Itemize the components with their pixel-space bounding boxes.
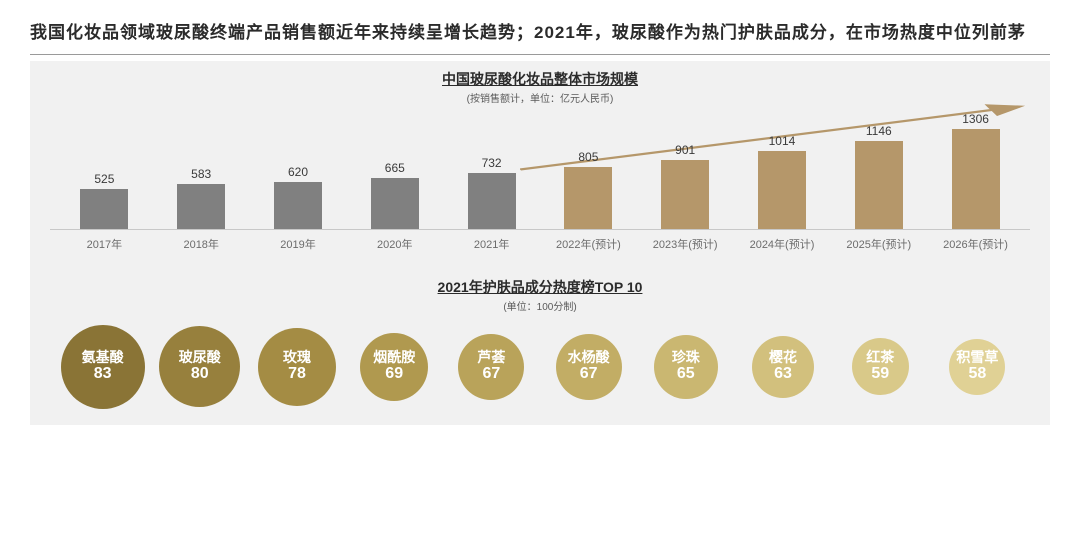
- chart1-bar-col: 665: [346, 161, 443, 229]
- chart2-bubble-wrap: 芦荟67: [443, 334, 540, 400]
- chart2-bubble-label: 积雪草: [956, 350, 998, 365]
- chart1-title: 中国玻尿酸化妆品整体市场规模: [50, 69, 1030, 89]
- headline-rule: [30, 54, 1050, 55]
- chart1-bar: [952, 129, 1000, 229]
- chart1-bar-value: 665: [385, 161, 405, 175]
- chart2-bubble-label: 烟酰胺: [373, 350, 415, 365]
- chart2-bubble-wrap: 樱花63: [734, 336, 831, 398]
- chart2-bubble-wrap: 氨基酸83: [54, 325, 151, 409]
- chart1-bar-value: 1306: [962, 112, 989, 126]
- chart2-bubble-value: 78: [288, 365, 306, 383]
- chart2-bubble-label: 氨基酸: [82, 350, 124, 365]
- chart2-bubble-wrap: 玻尿酸80: [151, 326, 248, 407]
- chart1-bar-col: 1146: [830, 124, 927, 229]
- chart2-bubble-label: 樱花: [769, 350, 797, 365]
- chart2-bubble-wrap: 水杨酸67: [540, 334, 637, 400]
- chart1-bar-value: 901: [675, 143, 695, 157]
- chart2-title-wrap: 2021年护肤品成分热度榜TOP 10 (单位：100分制): [50, 277, 1030, 313]
- chart1-bar-col: 525: [56, 172, 153, 229]
- chart1-bar-col: 901: [637, 143, 734, 229]
- chart2-bubbles-row: 氨基酸83玻尿酸80玫瑰78烟酰胺69芦荟67水杨酸67珍珠65樱花63红茶59…: [50, 313, 1030, 413]
- chart1-bar: [758, 151, 806, 229]
- chart1-bars-row: 525 583 620 665 732 805 901 1014 1146 1306: [50, 109, 1030, 229]
- chart2-bubble-wrap: 烟酰胺69: [346, 333, 443, 401]
- chart2-bubble-label: 红茶: [866, 350, 894, 365]
- chart1-bar: [855, 141, 903, 229]
- chart2-bubble-value: 80: [191, 365, 209, 383]
- chart2-bubble-value: 65: [677, 365, 695, 383]
- chart2-bubble-wrap: 积雪草58: [929, 339, 1026, 395]
- chart1-bar-col: 732: [443, 156, 540, 229]
- chart2-bubble-value: 59: [871, 365, 889, 383]
- chart1-xlabel: 2025年(预计): [830, 236, 927, 252]
- chart1-bar: [274, 182, 322, 229]
- chart2-bubble-value: 67: [580, 365, 598, 383]
- chart1-xlabel: 2021年: [443, 236, 540, 252]
- chart2-bubble: 玫瑰78: [258, 328, 336, 406]
- chart1-bar: [564, 167, 612, 229]
- chart1-xlabel: 2019年: [250, 236, 347, 252]
- chart1-xlabel: 2017年: [56, 236, 153, 252]
- chart1-bar-col: 583: [153, 167, 250, 229]
- chart2-bubble-value: 67: [483, 365, 501, 383]
- chart2-bubble: 积雪草58: [949, 339, 1005, 395]
- chart1-bar-value: 1146: [866, 124, 892, 138]
- chart1-bar-value: 805: [578, 150, 598, 164]
- chart1-xlabel: 2026年(预计): [927, 236, 1024, 252]
- chart1-bar-value: 525: [94, 172, 114, 186]
- chart1-xlabel: 2023年(预计): [637, 236, 734, 252]
- chart1-bar-col: 805: [540, 150, 637, 229]
- chart2-bubble: 珍珠65: [654, 335, 718, 399]
- chart1-bar-col: 620: [250, 165, 347, 229]
- chart2-title: 2021年护肤品成分热度榜TOP 10: [50, 277, 1030, 297]
- chart1-title-wrap: 中国玻尿酸化妆品整体市场规模 (按销售额计，单位：亿元人民币): [50, 69, 1030, 105]
- chart1-xlabel: 2018年: [153, 236, 250, 252]
- chart1-xlabel: 2024年(预计): [734, 236, 831, 252]
- chart2-bubble-label: 玻尿酸: [179, 350, 221, 365]
- chart2-bubble-value: 58: [969, 365, 987, 383]
- page-headline: 我国化妆品领域玻尿酸终端产品销售额近年来持续呈增长趋势；2021年，玻尿酸作为热…: [30, 20, 1050, 54]
- chart1-bar-col: 1306: [927, 112, 1024, 229]
- chart2-bubble: 玻尿酸80: [159, 326, 240, 407]
- chart1-xlabels-row: 2017年2018年2019年2020年2021年2022年(预计)2023年(…: [50, 229, 1030, 252]
- chart1-bar: [177, 184, 225, 229]
- chart2-bubble-label: 芦荟: [477, 350, 505, 365]
- chart2-bubble-value: 63: [774, 365, 792, 383]
- chart2-bubble-value: 83: [94, 365, 112, 383]
- chart1-bar: [661, 160, 709, 229]
- chart1-subtitle: (按销售额计，单位：亿元人民币): [50, 90, 1030, 105]
- chart2-bubble: 芦荟67: [458, 334, 524, 400]
- chart2-bubble-value: 69: [385, 365, 403, 383]
- chart2-bubble-label: 玫瑰: [283, 350, 311, 365]
- chart1-bar: [468, 173, 516, 229]
- chart2-bubble: 水杨酸67: [556, 334, 622, 400]
- chart2-bubble: 氨基酸83: [61, 325, 145, 409]
- chart2-bubble-label: 水杨酸: [568, 350, 610, 365]
- chart2-bubble-wrap: 红茶59: [832, 338, 929, 395]
- chart1-bar-value: 620: [288, 165, 308, 179]
- chart1-bar-value: 732: [482, 156, 502, 170]
- chart1-xlabel: 2022年(预计): [540, 236, 637, 252]
- chart1-bar-value: 1014: [769, 134, 796, 148]
- chart1-xlabel: 2020年: [346, 236, 443, 252]
- charts-panel: 中国玻尿酸化妆品整体市场规模 (按销售额计，单位：亿元人民币) 525 583 62…: [30, 61, 1050, 425]
- chart2-bubble-wrap: 珍珠65: [637, 335, 734, 399]
- chart1-bar: [371, 178, 419, 229]
- chart2-bubble: 烟酰胺69: [360, 333, 428, 401]
- chart2-bubble: 红茶59: [852, 338, 909, 395]
- chart1-bar-col: 1014: [734, 134, 831, 229]
- page-root: 我国化妆品领域玻尿酸终端产品销售额近年来持续呈增长趋势；2021年，玻尿酸作为热…: [0, 0, 1080, 435]
- chart2-bubble-wrap: 玫瑰78: [248, 328, 345, 406]
- chart2-bubble-label: 珍珠: [672, 350, 700, 365]
- chart2-subtitle: (单位：100分制): [50, 298, 1030, 313]
- chart1-bar-chart: 525583620665732805901101411461306 2017年2…: [50, 109, 1030, 269]
- chart2-bubble: 樱花63: [752, 336, 814, 398]
- chart1-bar: [80, 189, 128, 229]
- chart1-bar-value: 583: [191, 167, 211, 181]
